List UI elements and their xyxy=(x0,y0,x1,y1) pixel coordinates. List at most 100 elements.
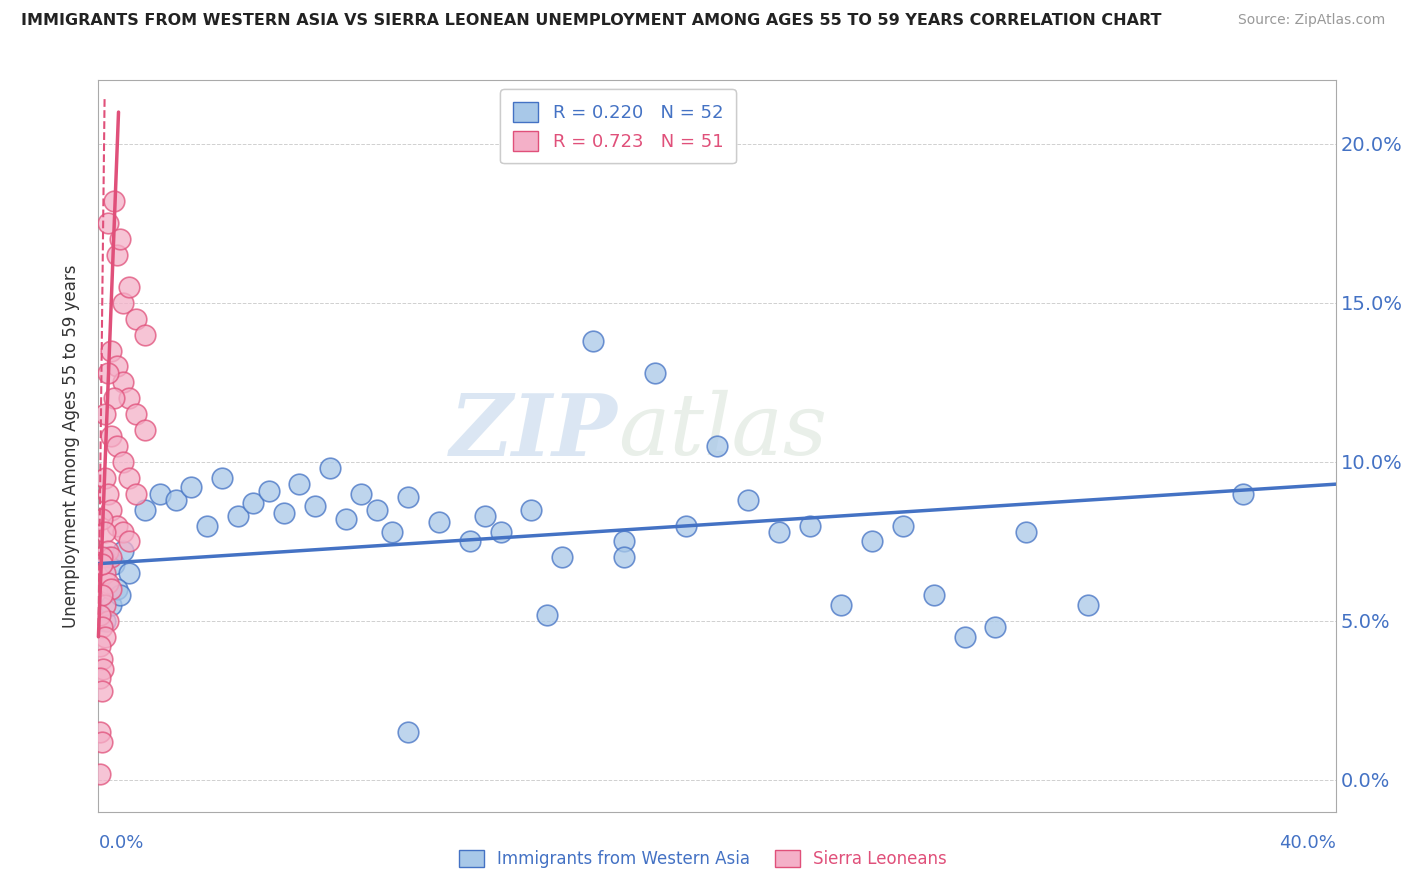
Point xyxy=(582,334,605,348)
Point xyxy=(319,461,342,475)
Point xyxy=(89,725,111,739)
Point xyxy=(860,534,883,549)
Point xyxy=(97,614,120,628)
Point xyxy=(105,439,128,453)
Point xyxy=(93,524,115,539)
Point xyxy=(105,359,128,374)
Point xyxy=(1077,598,1099,612)
Point xyxy=(799,518,821,533)
Point xyxy=(134,502,156,516)
Point xyxy=(1232,486,1254,500)
Point xyxy=(489,524,512,539)
Point xyxy=(90,589,112,603)
Point xyxy=(195,518,218,533)
Point xyxy=(97,366,120,380)
Point xyxy=(90,620,112,634)
Point xyxy=(613,550,636,565)
Point xyxy=(103,392,125,406)
Point xyxy=(350,486,373,500)
Text: 0.0%: 0.0% xyxy=(98,834,143,852)
Point xyxy=(90,550,112,565)
Point xyxy=(105,518,128,533)
Point xyxy=(768,524,790,539)
Point xyxy=(124,486,146,500)
Point xyxy=(89,671,111,685)
Text: 40.0%: 40.0% xyxy=(1279,834,1336,852)
Point xyxy=(91,662,114,676)
Point xyxy=(396,490,419,504)
Point xyxy=(97,550,120,565)
Point xyxy=(273,506,295,520)
Point xyxy=(100,343,122,358)
Point xyxy=(90,512,112,526)
Point xyxy=(97,486,120,500)
Text: Source: ZipAtlas.com: Source: ZipAtlas.com xyxy=(1237,13,1385,28)
Point xyxy=(706,439,728,453)
Point xyxy=(226,508,249,523)
Point xyxy=(103,557,125,571)
Point xyxy=(520,502,543,516)
Point xyxy=(89,766,111,780)
Point xyxy=(100,582,122,596)
Point xyxy=(112,455,135,469)
Text: ZIP: ZIP xyxy=(450,390,619,473)
Point xyxy=(93,598,115,612)
Point xyxy=(90,735,112,749)
Y-axis label: Unemployment Among Ages 55 to 59 years: Unemployment Among Ages 55 to 59 years xyxy=(62,264,80,628)
Point xyxy=(211,471,233,485)
Point xyxy=(830,598,852,612)
Point xyxy=(953,630,976,644)
Point xyxy=(366,502,388,516)
Point xyxy=(124,407,146,421)
Point xyxy=(93,471,115,485)
Point xyxy=(112,524,135,539)
Point xyxy=(922,589,945,603)
Point xyxy=(1015,524,1038,539)
Point xyxy=(165,493,187,508)
Text: atlas: atlas xyxy=(619,390,827,473)
Point xyxy=(644,366,666,380)
Point xyxy=(90,684,112,698)
Point xyxy=(335,512,357,526)
Point xyxy=(396,725,419,739)
Point xyxy=(97,575,120,590)
Point xyxy=(134,423,156,437)
Point xyxy=(93,614,115,628)
Point xyxy=(675,518,697,533)
Point xyxy=(458,534,481,549)
Point xyxy=(118,392,141,406)
Point xyxy=(90,557,112,571)
Point xyxy=(891,518,914,533)
Point xyxy=(288,477,311,491)
Point xyxy=(474,508,496,523)
Point xyxy=(100,550,122,565)
Point xyxy=(984,620,1007,634)
Point xyxy=(536,607,558,622)
Point xyxy=(613,534,636,549)
Point xyxy=(124,311,146,326)
Point xyxy=(118,471,141,485)
Point xyxy=(90,652,112,666)
Point xyxy=(118,534,141,549)
Point xyxy=(97,216,120,230)
Point xyxy=(118,280,141,294)
Point xyxy=(89,640,111,654)
Point xyxy=(112,296,135,310)
Point xyxy=(118,566,141,581)
Point xyxy=(551,550,574,565)
Point xyxy=(103,194,125,208)
Point xyxy=(304,500,326,514)
Point xyxy=(105,248,128,262)
Point xyxy=(89,607,111,622)
Point xyxy=(112,376,135,390)
Point xyxy=(93,566,115,581)
Point xyxy=(257,483,280,498)
Point xyxy=(737,493,759,508)
Point xyxy=(93,407,115,421)
Legend: Immigrants from Western Asia, Sierra Leoneans: Immigrants from Western Asia, Sierra Leo… xyxy=(453,843,953,875)
Point xyxy=(427,516,450,530)
Point xyxy=(100,429,122,443)
Legend: R = 0.220   N = 52, R = 0.723   N = 51: R = 0.220 N = 52, R = 0.723 N = 51 xyxy=(501,89,735,163)
Point xyxy=(112,544,135,558)
Point xyxy=(93,630,115,644)
